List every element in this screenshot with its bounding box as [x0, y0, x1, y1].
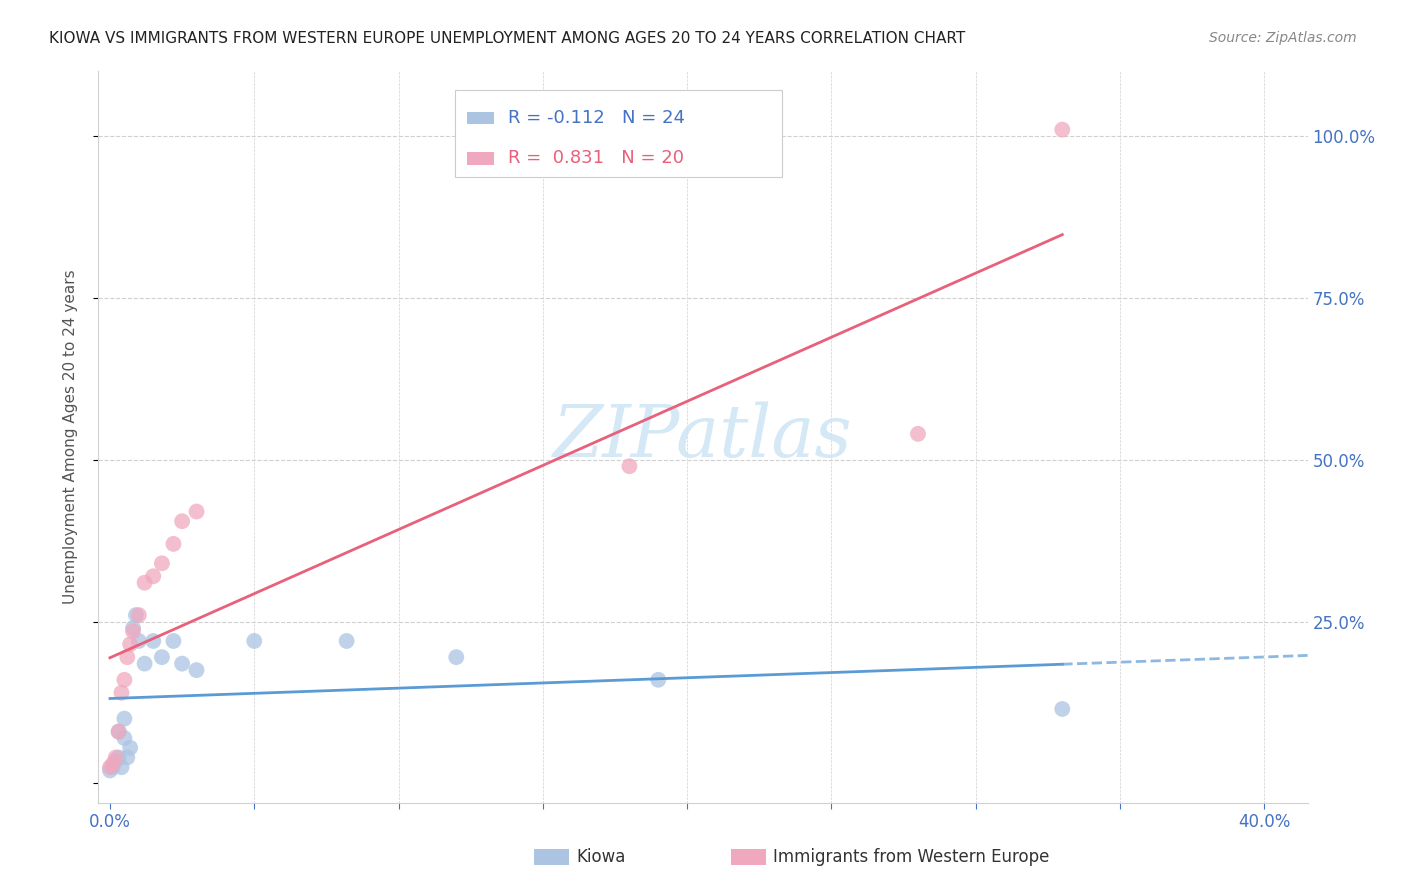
Point	[104, 754, 127, 768]
Point	[117, 650, 139, 665]
FancyBboxPatch shape	[467, 112, 494, 124]
Point	[172, 657, 194, 671]
Point	[125, 608, 148, 623]
Point	[122, 621, 145, 635]
Point	[336, 634, 359, 648]
Point	[128, 608, 150, 623]
Point	[110, 760, 132, 774]
Point	[243, 634, 266, 648]
Point	[150, 650, 173, 665]
Point	[186, 663, 208, 677]
Point	[98, 764, 121, 778]
Text: Immigrants from Western Europe: Immigrants from Western Europe	[773, 848, 1050, 866]
Point	[104, 750, 127, 764]
Y-axis label: Unemployment Among Ages 20 to 24 years: Unemployment Among Ages 20 to 24 years	[63, 269, 77, 605]
Point	[120, 637, 142, 651]
Point	[142, 569, 165, 583]
Point	[1052, 122, 1074, 136]
Point	[117, 750, 139, 764]
Point	[172, 514, 194, 528]
Point	[101, 756, 124, 771]
Point	[619, 459, 641, 474]
Point	[142, 634, 165, 648]
Text: R =  0.831   N = 20: R = 0.831 N = 20	[509, 149, 685, 167]
FancyBboxPatch shape	[456, 90, 782, 178]
Point	[162, 634, 184, 648]
Point	[107, 750, 129, 764]
Point	[110, 686, 132, 700]
Point	[101, 760, 124, 774]
Point	[162, 537, 184, 551]
Point	[122, 624, 145, 639]
Point	[186, 504, 208, 518]
Point	[128, 634, 150, 648]
Point	[446, 650, 468, 665]
Point	[98, 760, 121, 774]
Point	[112, 673, 135, 687]
Point	[107, 724, 129, 739]
Text: Source: ZipAtlas.com: Source: ZipAtlas.com	[1209, 31, 1357, 45]
Text: ZIPatlas: ZIPatlas	[553, 401, 853, 473]
Point	[1052, 702, 1074, 716]
FancyBboxPatch shape	[467, 153, 494, 164]
Point	[112, 731, 135, 745]
Point	[112, 712, 135, 726]
Point	[120, 740, 142, 755]
Point	[107, 724, 129, 739]
Point	[150, 557, 173, 571]
Text: Kiowa: Kiowa	[576, 848, 626, 866]
Point	[647, 673, 669, 687]
Point	[134, 657, 156, 671]
Text: R = -0.112   N = 24: R = -0.112 N = 24	[509, 109, 685, 127]
Point	[134, 575, 156, 590]
Point	[907, 426, 929, 441]
Text: KIOWA VS IMMIGRANTS FROM WESTERN EUROPE UNEMPLOYMENT AMONG AGES 20 TO 24 YEARS C: KIOWA VS IMMIGRANTS FROM WESTERN EUROPE …	[49, 31, 966, 46]
